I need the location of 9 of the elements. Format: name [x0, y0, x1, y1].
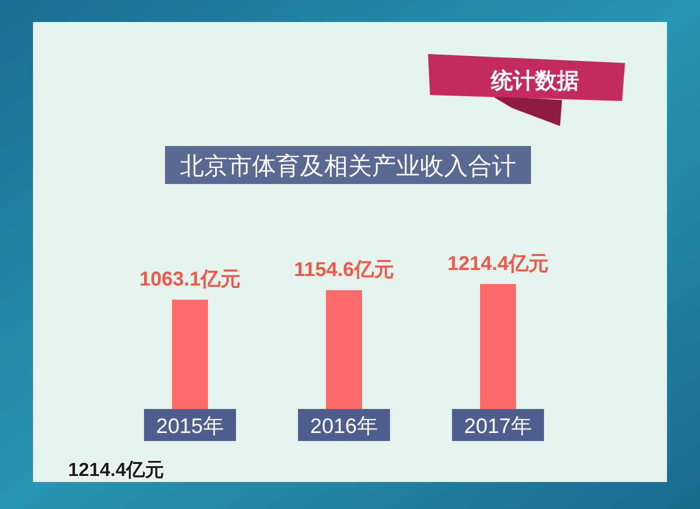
data-label: 1063.1亿元	[139, 268, 241, 291]
annotation: 1214.4亿元	[68, 460, 164, 481]
data-label: 1154.6亿元	[294, 259, 394, 282]
data-label: 1214.4亿元	[447, 253, 549, 275]
x-tick-label: 2017年	[464, 415, 532, 438]
title: 北京市体育及相关产业收入合计	[180, 153, 516, 180]
annotation: 统计数据	[491, 68, 579, 93]
x-tick-label: 2016年	[310, 415, 378, 438]
x-tick-label: 2015年	[156, 415, 224, 438]
